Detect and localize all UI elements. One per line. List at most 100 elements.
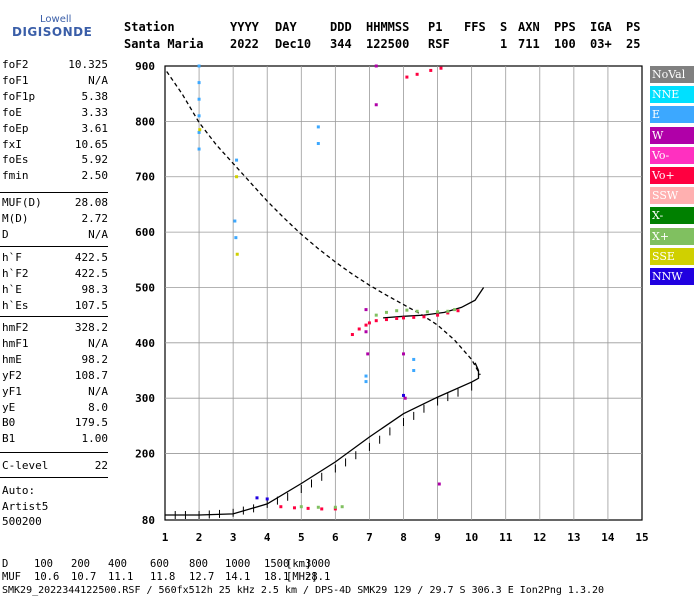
y-tick-label: 600 — [135, 226, 155, 239]
x-tick-label: 3 — [230, 531, 237, 544]
x-tick-label: 14 — [601, 531, 615, 544]
echo-point-vo — [405, 75, 409, 79]
echo-point-x — [425, 310, 429, 314]
y-tick-label: 500 — [135, 281, 155, 294]
x-tick-label: 15 — [635, 531, 648, 544]
param-row-foe: foE 3.33 — [2, 106, 108, 121]
param-row-foep: foEp 3.61 — [2, 122, 108, 137]
profile-curve-0 — [166, 71, 481, 376]
x-tick-label: 2 — [196, 531, 203, 544]
legend-item-vo: Vo+ — [650, 167, 694, 184]
echo-point-sse — [198, 128, 202, 132]
y-tick-label: 300 — [135, 392, 155, 405]
echo-point-vo — [364, 323, 368, 327]
x-tick-label: 8 — [400, 531, 407, 544]
echo-point-e — [197, 64, 201, 68]
echo-point-e — [364, 374, 368, 378]
param-name: C-level — [2, 459, 49, 472]
header-label-iga: IGA — [590, 20, 612, 34]
echo-point-vo — [306, 506, 310, 510]
param-value: 10.325 — [68, 58, 108, 71]
x-tick-label: 7 — [366, 531, 373, 544]
echo-point-vo — [446, 311, 450, 315]
echo-point-vo — [436, 313, 440, 317]
echo-point-e — [412, 369, 416, 373]
param-name: fxI — [2, 137, 22, 151]
param-row-hf: h`F 422.5 — [2, 251, 108, 266]
footer-d-item: 3000 — [305, 558, 331, 570]
profile-curve-2 — [383, 287, 485, 319]
y-tick-label: 400 — [135, 337, 155, 350]
echo-point-vo — [357, 327, 361, 331]
echo-point-x — [316, 505, 320, 509]
param-row-b1: B1 1.00 — [2, 432, 108, 447]
echo-point-w — [374, 64, 378, 68]
param-value: N/A — [88, 336, 108, 350]
param-value: 179.5 — [74, 416, 108, 430]
header-year: 2022 — [230, 37, 259, 51]
param-divider — [0, 246, 108, 247]
param-row-fof1p: foF1p 5.38 — [2, 90, 108, 105]
footer-muf-item: 10.7 — [71, 571, 97, 583]
echo-point-x — [415, 309, 419, 313]
param-name: foE — [2, 105, 22, 119]
echo-point-vo — [384, 318, 388, 322]
auto-scaling-line: Artist5 — [2, 500, 108, 515]
auto-text: 500200 — [2, 515, 42, 528]
echo-point-e — [233, 219, 237, 223]
param-row-foes: foEs 5.92 — [2, 153, 108, 168]
auto-scaling-line: Auto: — [2, 484, 108, 499]
param-row-b0: B0 179.5 — [2, 416, 108, 431]
logo-brand: Lowell — [40, 14, 72, 25]
x-tick-label: 5 — [298, 531, 305, 544]
echo-point-vo — [320, 507, 324, 511]
echo-point-x — [436, 310, 440, 314]
param-value: N/A — [88, 73, 108, 87]
x-tick-label: 10 — [465, 531, 478, 544]
echo-point-x — [374, 313, 378, 317]
echo-point-w — [374, 103, 378, 107]
footer-d-item: 1000 — [225, 558, 251, 570]
echo-point-vo — [395, 316, 399, 320]
footer-muf-item: 14.1 — [225, 571, 251, 583]
header-day: Dec10 — [275, 37, 312, 51]
header-pps: 100 — [554, 37, 576, 51]
echo-point-vo — [402, 316, 405, 320]
param-row-yf2: yF2 108.7 — [2, 369, 108, 384]
echo-point-w — [364, 308, 368, 312]
echo-point-x — [333, 505, 337, 509]
footer-file-info: SMK29_2022344122500.RSF / 560fx512h 25 k… — [2, 585, 605, 596]
header-label-station: Station — [124, 20, 175, 34]
echo-point-x — [395, 309, 399, 313]
echo-point-vo — [429, 68, 433, 72]
x-tick-label: 6 — [332, 531, 339, 544]
param-row-hme: hmE 98.2 — [2, 353, 108, 368]
echo-point-vo — [456, 309, 460, 313]
param-name: h`E — [2, 282, 22, 296]
param-name: MUF(D) — [2, 196, 42, 209]
x-tick-label: 4 — [264, 531, 271, 544]
param-name: foEp — [2, 121, 29, 135]
param-row-ye: yE 8.0 — [2, 401, 108, 416]
echo-point-x — [340, 505, 344, 509]
param-name: B1 — [2, 432, 16, 446]
echo-point-e — [197, 114, 201, 118]
param-row-mufd: MUF(D) 28.08 — [2, 196, 108, 211]
echo-point-x — [384, 310, 388, 314]
echo-point-vo — [292, 506, 296, 510]
echo-point-vo — [412, 315, 416, 319]
echo-point-x — [405, 308, 409, 312]
footer-muf-unit: [MHz] — [286, 571, 318, 583]
param-divider — [0, 452, 108, 453]
echo-point-vo — [367, 321, 371, 325]
echo-point-vo — [415, 72, 419, 76]
header-doy: 344 — [330, 37, 352, 51]
footer-muf-item: 18.1 — [264, 571, 290, 583]
echo-point-vo — [333, 507, 337, 511]
footer-d-item: 800 — [189, 558, 208, 570]
param-row-fmin: fmin 2.50 — [2, 169, 108, 184]
param-name: hmF2 — [2, 321, 29, 334]
header-label-ffs: FFS — [464, 20, 486, 34]
param-name: yF2 — [2, 368, 22, 382]
param-row-fxi: fxI 10.65 — [2, 138, 108, 153]
